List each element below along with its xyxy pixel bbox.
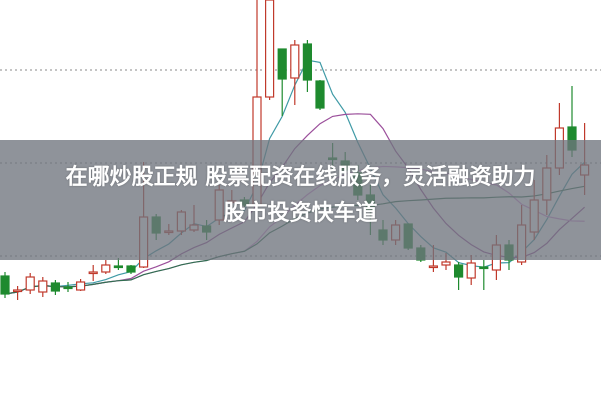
candle-down <box>63 286 73 290</box>
candle-up <box>38 280 48 293</box>
candle-down <box>50 282 61 292</box>
candle-up <box>290 44 300 79</box>
candle-up <box>75 281 86 291</box>
headline: 在哪炒股正规 股票配资在线服务，灵活融资助力 股市投资快车道 <box>0 160 601 232</box>
headline-banner <box>0 140 601 260</box>
candle-down <box>0 275 10 295</box>
headline-line-2: 股市投资快车道 <box>223 201 378 226</box>
headline-line-1: 在哪炒股正规 股票配资在线服务，灵活融资助力 <box>65 165 536 190</box>
candle-down <box>302 43 312 81</box>
candle-up <box>428 265 438 269</box>
candle-up <box>25 276 35 291</box>
candle-up <box>441 261 451 266</box>
candle-up <box>13 289 23 293</box>
candle-down <box>113 265 124 269</box>
candle-down <box>277 48 287 80</box>
candle-down <box>126 265 136 273</box>
candle-up <box>265 0 275 98</box>
candle-down <box>454 264 464 278</box>
candle-up <box>101 264 111 273</box>
candle-up <box>88 271 98 275</box>
candle-down <box>479 266 489 270</box>
candle-down <box>315 80 325 109</box>
candle-up <box>466 262 476 279</box>
